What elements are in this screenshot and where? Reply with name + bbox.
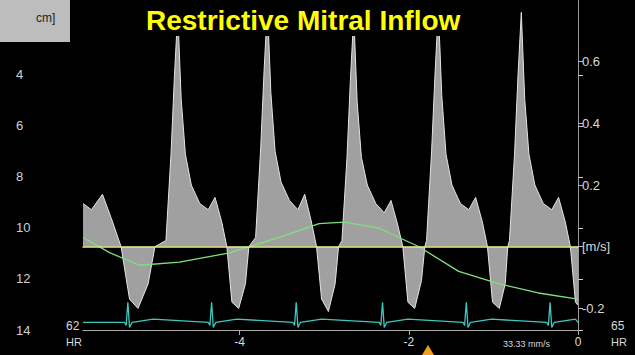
svg-text:-4: -4 [234, 335, 245, 349]
svg-text:33.33 mm/s: 33.33 mm/s [503, 339, 551, 349]
svg-text:10: 10 [16, 220, 30, 235]
svg-text:[m/s]: [m/s] [582, 239, 610, 254]
svg-text:0.6: 0.6 [582, 54, 600, 69]
svg-text:0.2: 0.2 [582, 178, 600, 193]
svg-text:cm]: cm] [36, 11, 55, 25]
svg-text:Restrictive Mitral Inflow: Restrictive Mitral Inflow [146, 5, 461, 36]
svg-text:4: 4 [16, 67, 23, 82]
svg-text:6: 6 [16, 118, 23, 133]
svg-text:-0.2: -0.2 [582, 301, 604, 316]
svg-text:14: 14 [16, 323, 30, 338]
svg-text:12: 12 [16, 271, 30, 286]
svg-text:0: 0 [575, 335, 582, 349]
svg-text:HR: HR [66, 336, 82, 348]
svg-text:62: 62 [66, 319, 80, 333]
svg-text:0.4: 0.4 [582, 116, 600, 131]
svg-text:HR: HR [611, 336, 627, 348]
svg-text:65: 65 [611, 319, 625, 333]
svg-text:-2: -2 [403, 335, 414, 349]
svg-text:8: 8 [16, 169, 23, 184]
